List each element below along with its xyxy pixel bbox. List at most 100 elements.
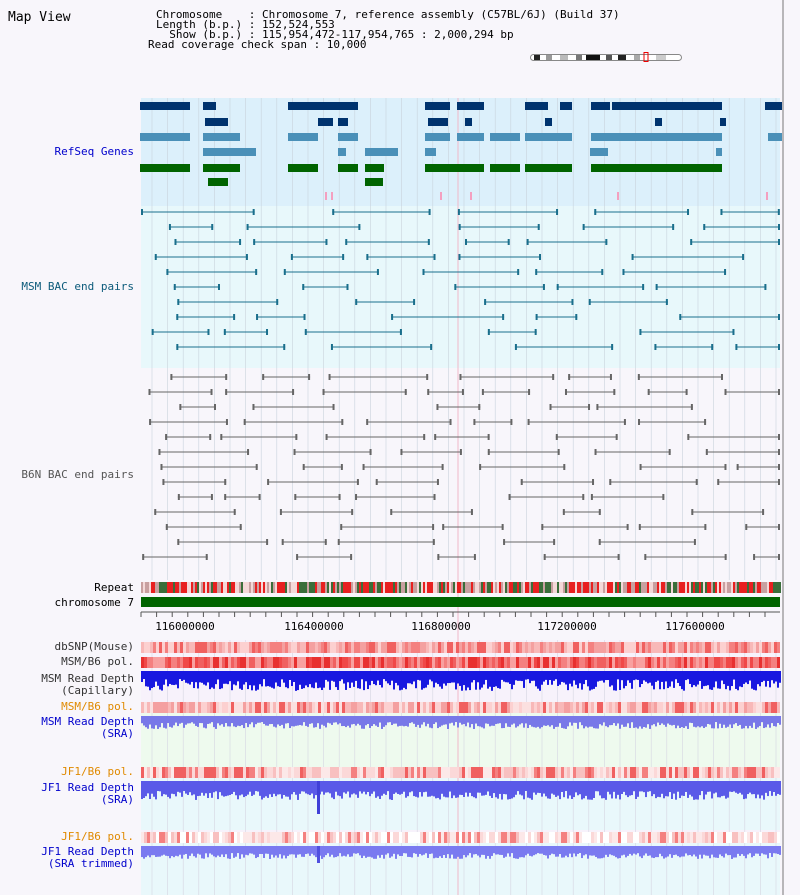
polymorphism-cell [648, 702, 651, 713]
repeat-bar [433, 582, 435, 593]
depth-bar [709, 781, 711, 792]
polymorphism-cell [510, 642, 513, 653]
depth-bar [291, 716, 293, 727]
depth-bar [779, 716, 781, 725]
repeat-bar [201, 582, 203, 593]
depth-bar [643, 781, 645, 793]
repeat-bar [541, 582, 543, 593]
depth-bar [605, 716, 607, 727]
polymorphism-cell [687, 767, 690, 778]
polymorphism-cell [729, 767, 732, 778]
depth-bar [149, 671, 151, 691]
polymorphism-cell [459, 702, 462, 713]
depth-bar [699, 671, 701, 681]
polymorphism-cell [345, 642, 348, 653]
gene-block [288, 102, 358, 110]
polymorphism-cell [294, 642, 297, 653]
bac-end [459, 449, 462, 455]
repeat-bar [621, 582, 623, 593]
depth-bar [489, 846, 491, 859]
bac-end [325, 239, 328, 245]
repeat-bar [529, 582, 531, 593]
depth-bar [621, 781, 623, 795]
polymorphism-cell [684, 657, 687, 668]
repeat-bar [281, 582, 283, 593]
depth-bar [775, 781, 777, 796]
bac-end [422, 269, 425, 275]
polymorphism-cell [624, 702, 627, 713]
polymorphism-cell [279, 767, 282, 778]
depth-bar [337, 781, 339, 796]
polymorphism-cell [399, 657, 402, 668]
polymorphism-cell [462, 657, 465, 668]
polymorphism-cell [327, 657, 330, 668]
repeat-bar [161, 582, 163, 593]
depth-bar [603, 781, 605, 799]
depth-bar [559, 846, 561, 855]
depth-bar [207, 716, 209, 724]
polymorphism-cell [312, 702, 315, 713]
polymorphism-cell [429, 767, 432, 778]
polymorphism-cell [243, 702, 246, 713]
depth-bar [351, 846, 353, 857]
polymorphism-cell [555, 832, 558, 843]
depth-bar [615, 846, 617, 858]
polymorphism-cell [165, 702, 168, 713]
polymorphism-cell [174, 657, 177, 668]
depth-bar [527, 781, 529, 798]
polymorphism-cell [756, 767, 759, 778]
polymorphism-cell [285, 702, 288, 713]
depth-bar [779, 781, 781, 795]
depth-bar [403, 846, 405, 854]
polymorphism-cell [546, 767, 549, 778]
depth-bar [357, 846, 359, 854]
polymorphism-cell [375, 767, 378, 778]
gene-block [338, 164, 358, 172]
polymorphism-cell [411, 702, 414, 713]
polymorphism-cell [561, 657, 564, 668]
depth-bar [303, 781, 305, 792]
depth-bar [725, 846, 727, 854]
depth-bar [759, 781, 761, 799]
polymorphism-cell [771, 832, 774, 843]
depth-bar [395, 781, 397, 793]
polymorphism-cell [213, 657, 216, 668]
repeat-bar [557, 582, 559, 593]
depth-bar [325, 846, 327, 856]
depth-bar [495, 716, 497, 725]
bac-end [179, 404, 182, 410]
chromosome-ideogram[interactable] [530, 52, 682, 62]
bac-end [165, 434, 168, 440]
depth-bar [307, 781, 309, 795]
repeat-bar [253, 582, 255, 593]
polymorphism-cell [636, 767, 639, 778]
depth-bar [557, 716, 559, 727]
depth-bar [441, 671, 443, 689]
repeat-bar [305, 582, 307, 593]
repeat-bar [525, 582, 527, 593]
polymorphism-cell [300, 702, 303, 713]
depth-bar [695, 716, 697, 728]
depth-bar [147, 716, 149, 729]
polymorphism-cell [447, 702, 450, 713]
polymorphism-cell [177, 657, 180, 668]
depth-bar [425, 716, 427, 727]
polymorphism-cell [318, 832, 321, 843]
depth-bar [767, 716, 769, 725]
polymorphism-cell [501, 832, 504, 843]
depth-bar [399, 781, 401, 795]
polymorphism-cell [330, 767, 333, 778]
depth-bar [647, 781, 649, 792]
polymorphism-cell [378, 657, 381, 668]
polymorphism-cell [654, 642, 657, 653]
bac-end [720, 374, 723, 380]
depth-bar [355, 671, 357, 681]
repeat-bar [193, 582, 195, 593]
depth-bar [555, 716, 557, 727]
depth-bar [145, 671, 147, 687]
chromosome-bar [141, 597, 780, 607]
depth-bar [721, 781, 723, 797]
depth-bar [597, 781, 599, 792]
polymorphism-cell [753, 702, 756, 713]
